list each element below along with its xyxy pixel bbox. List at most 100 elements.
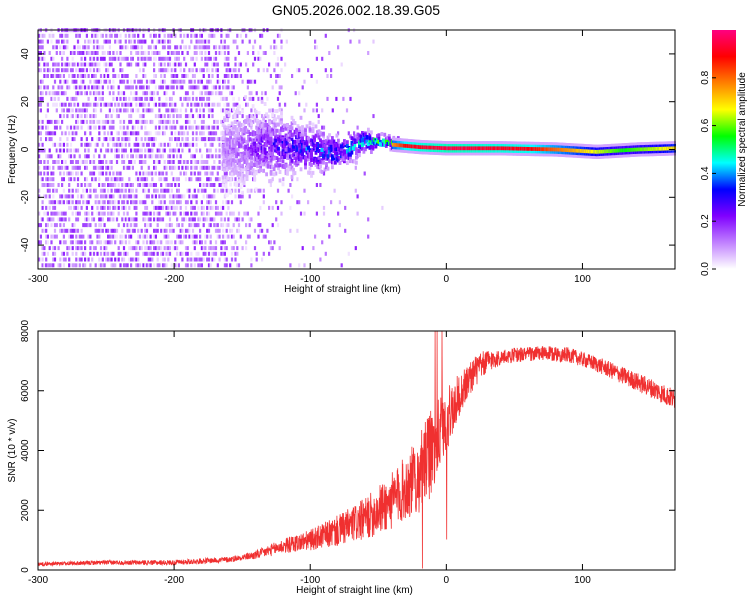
spectrogram-cell bbox=[359, 145, 363, 150]
spectrogram-cell bbox=[168, 85, 172, 90]
spectrogram-cell bbox=[234, 251, 237, 256]
spectrogram-cell bbox=[158, 240, 161, 245]
spectrogram-cell bbox=[85, 33, 88, 38]
spectrogram-cell bbox=[384, 143, 388, 148]
spectrogram-cell bbox=[110, 85, 113, 90]
spectrogram-cell bbox=[168, 125, 172, 130]
spectrogram-cell bbox=[76, 125, 80, 130]
spectrogram-cell bbox=[181, 148, 184, 153]
spectrogram-cell bbox=[230, 140, 234, 145]
spectrogram-cell bbox=[494, 146, 497, 151]
spectrogram-cell bbox=[87, 217, 90, 222]
spectrogram-cell bbox=[167, 223, 170, 228]
spectrogram-cell bbox=[424, 145, 427, 150]
spectrogram-cell bbox=[179, 142, 182, 147]
spectrogram-cell bbox=[41, 200, 44, 205]
spectrogram-cell bbox=[257, 51, 260, 55]
spectrogram-cell bbox=[645, 147, 648, 152]
spectrogram-cell bbox=[213, 183, 216, 187]
spectrogram-cell bbox=[145, 56, 149, 61]
spectrogram-cell bbox=[253, 228, 257, 233]
spectrogram-cell bbox=[92, 165, 96, 170]
spectrogram-cell bbox=[314, 234, 317, 239]
spectrogram-cell bbox=[108, 183, 111, 187]
spectrogram-cell bbox=[280, 135, 283, 140]
spectrogram-cell bbox=[276, 205, 280, 210]
spectrogram-cell bbox=[119, 234, 122, 239]
spectrogram-cell bbox=[165, 171, 168, 176]
spectrogram-cell bbox=[156, 39, 159, 44]
spectrogram-cell bbox=[218, 234, 221, 239]
spectrogram-cell bbox=[358, 140, 361, 145]
spectrogram-cell bbox=[202, 194, 205, 199]
spectrogram-cell bbox=[48, 263, 51, 268]
spectrogram-cell bbox=[289, 161, 292, 166]
spectrogram-cell bbox=[281, 164, 285, 169]
spectrogram-cell bbox=[38, 188, 41, 193]
spectrogram-cell bbox=[131, 56, 134, 61]
spectrogram-cell bbox=[239, 122, 243, 127]
spectrogram-cell bbox=[167, 68, 170, 73]
spectrogram-cell bbox=[181, 125, 184, 130]
spectrogram-cell bbox=[94, 102, 97, 107]
spectrogram-cell bbox=[230, 170, 234, 175]
spectrogram-cell bbox=[236, 132, 240, 136]
spectrogram-cell bbox=[248, 123, 252, 128]
spectrogram-cell bbox=[160, 188, 163, 193]
spectrogram-cell bbox=[243, 211, 246, 216]
spectrogram-cell bbox=[260, 99, 264, 104]
spectrogram-cell bbox=[184, 263, 188, 268]
spectrogram-cell bbox=[101, 51, 104, 55]
spectrogram-cell bbox=[183, 56, 186, 61]
spectrogram-cell bbox=[247, 118, 250, 123]
spectrogram-cell bbox=[195, 137, 198, 142]
spectrogram-cell bbox=[52, 56, 55, 61]
spectrogram-cell bbox=[457, 146, 460, 151]
spectrogram-cell bbox=[350, 136, 354, 141]
spectrogram-cell bbox=[112, 194, 115, 199]
spectrogram-cell bbox=[265, 138, 268, 142]
spectrogram-cell bbox=[172, 62, 175, 67]
spectrogram-cell bbox=[55, 39, 58, 44]
spectrogram-cell bbox=[121, 234, 124, 239]
snr-x-axis-label: Height of straight line (km) bbox=[296, 585, 413, 596]
spectrogram-cell bbox=[280, 211, 283, 216]
spectrogram-cell bbox=[188, 194, 191, 199]
spectrogram-cell bbox=[195, 165, 198, 170]
spectrogram-cell bbox=[53, 96, 57, 101]
spectrogram-cell bbox=[361, 143, 364, 147]
spectrogram-cell bbox=[133, 33, 136, 38]
colorbar-tick-label: 0.4 bbox=[700, 166, 711, 180]
spectrogram-cell bbox=[354, 188, 357, 193]
spectrogram-cell bbox=[250, 114, 253, 119]
spectrogram-cell bbox=[82, 68, 85, 73]
spectrogram-cell bbox=[135, 119, 138, 124]
spectrogram-cell bbox=[126, 137, 129, 142]
spectrogram-cell bbox=[128, 102, 131, 107]
spectrogram-cell bbox=[280, 152, 283, 157]
spectrogram-cell bbox=[138, 68, 142, 73]
spectrogram-cell bbox=[462, 146, 466, 151]
spectrogram-cell bbox=[195, 234, 198, 239]
spectrogram-cell bbox=[50, 177, 53, 182]
spectrogram-cell bbox=[226, 129, 229, 134]
spectrogram-cell bbox=[119, 194, 122, 199]
spectrogram-cell bbox=[84, 45, 87, 50]
spectrogram-cell bbox=[199, 171, 202, 176]
spectrogram-cell bbox=[46, 74, 49, 78]
spectrogram-cell bbox=[268, 108, 271, 113]
spectrogram-cell bbox=[94, 125, 97, 130]
spectrogram-cell bbox=[328, 234, 331, 239]
spectrogram-cell bbox=[335, 96, 338, 101]
spectrogram-cell bbox=[101, 205, 104, 210]
spectrogram-cell bbox=[103, 183, 106, 187]
spectrogram-cell bbox=[283, 165, 286, 169]
spectrogram-cell bbox=[142, 183, 145, 187]
spectrogram-cell bbox=[281, 125, 285, 130]
spectrogram-cell bbox=[199, 257, 202, 262]
spectrogram-cell bbox=[53, 119, 57, 124]
spectrogram-cell bbox=[275, 149, 279, 154]
spectrogram-cell bbox=[287, 143, 291, 148]
spectrogram-cell bbox=[292, 132, 295, 137]
spectrogram-cell bbox=[119, 33, 122, 38]
